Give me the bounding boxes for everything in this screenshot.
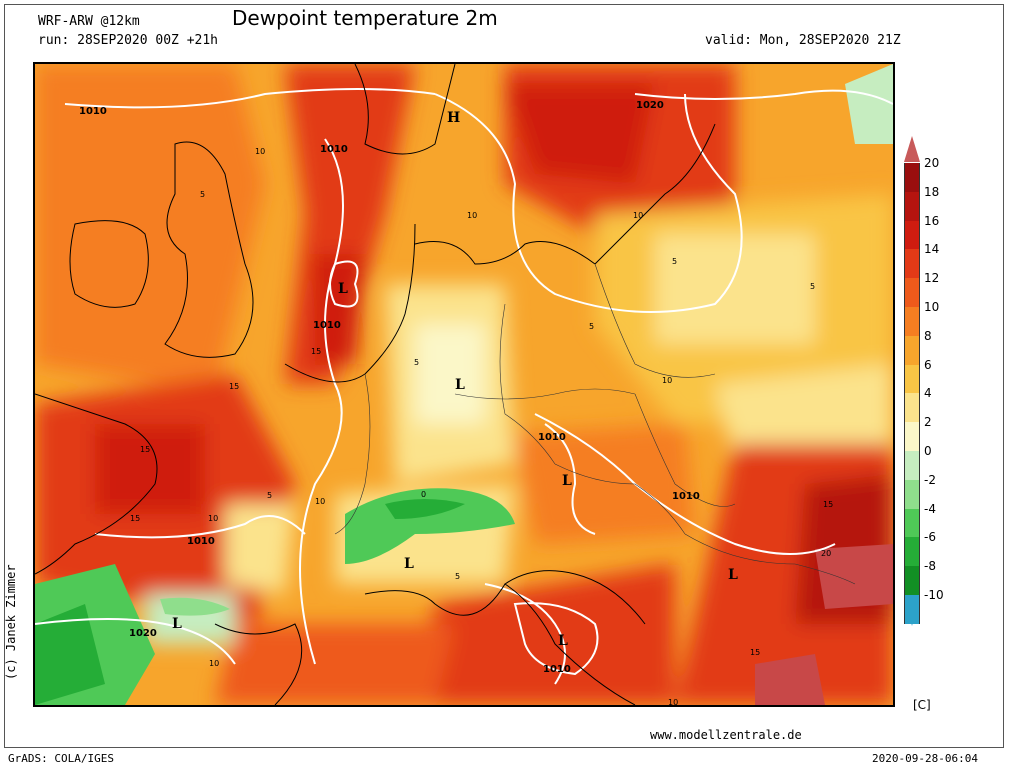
colorbar-tick-label: -2 — [924, 472, 936, 487]
isobar-label: 1010 — [672, 491, 700, 502]
colorbar-segment — [904, 249, 920, 279]
colorbar-segment — [904, 393, 920, 423]
contour-label: 5 — [414, 358, 419, 367]
colorbar-segment — [904, 479, 920, 509]
isobar-label: 1010 — [187, 536, 215, 547]
colorbar-tick-label: 2 — [924, 415, 932, 430]
contour-label: 5 — [455, 572, 460, 581]
low-pressure-center: L — [455, 377, 465, 393]
chart-title: Dewpoint temperature 2m — [232, 6, 498, 30]
contour-label: 5 — [672, 257, 677, 266]
contour-label: 5 — [589, 322, 594, 331]
contour-label: 5 — [810, 282, 815, 291]
low-pressure-center: L — [562, 473, 572, 489]
contour-label: 5 — [267, 491, 272, 500]
pressure-center-labels: H L L L L L L L — [172, 110, 738, 649]
contour-label: 15 — [130, 514, 140, 523]
isobar-label: 1010 — [543, 664, 571, 675]
colorbar-segment — [904, 537, 920, 567]
colorbar-tick-label: -10 — [924, 588, 944, 602]
contour-label: 10 — [255, 147, 265, 156]
low-pressure-center: L — [728, 567, 738, 583]
contour-label: 10 — [662, 376, 672, 385]
colorbar-tick-label: -4 — [924, 501, 936, 516]
low-pressure-center: L — [404, 556, 414, 572]
colorbar-tick-label: 4 — [924, 386, 932, 401]
isobar-labels: 1010 1010 1010 1010 1010 1010 1010 1020 … — [79, 100, 700, 675]
model-label: WRF-ARW @12km — [38, 14, 140, 29]
colorbar-segment — [904, 278, 920, 307]
colorbar-tick-label: 14 — [924, 242, 940, 257]
low-pressure-center: L — [338, 281, 348, 297]
contour-label: 15 — [750, 648, 760, 657]
colorbar-tick-label: 8 — [924, 328, 932, 343]
contour-label: 10 — [209, 659, 219, 668]
contour-label: 10 — [467, 211, 477, 220]
run-time: run: 28SEP2020 00Z +21h — [38, 33, 219, 48]
contour-label: 10 — [633, 211, 643, 220]
contour-label: 15 — [229, 382, 239, 391]
copyright-label: (c) Janek Zimmer — [4, 564, 18, 680]
map-canvas: H L L L L L L L 1010 1010 1010 1010 1010… — [35, 64, 893, 705]
contour-label: 20 — [821, 549, 831, 558]
colorbar-tick-label: 0 — [924, 444, 932, 458]
contour-label: 15 — [823, 500, 833, 509]
grads-label: GrADS: COLA/IGES — [8, 752, 114, 765]
isobar-label: 1010 — [313, 320, 341, 331]
borders — [334, 263, 856, 585]
colorbar-segment — [904, 191, 920, 221]
isobars — [35, 88, 893, 685]
colorbar-top-arrow — [904, 136, 920, 162]
generation-timestamp: 2020-09-28-06:04 — [872, 752, 978, 765]
colorbar-segment — [904, 335, 920, 365]
dewpoint-contour-labels: 10 10 10 10 10 10 10 10 15 15 15 15 15 1… — [130, 147, 833, 705]
colorbar-segment — [904, 595, 920, 624]
contour-label: 0 — [421, 490, 426, 499]
colorbar-tick-label: 10 — [924, 300, 940, 314]
colorbar-tick-label: 18 — [924, 184, 940, 199]
colorbar-tick-label: 16 — [924, 213, 940, 228]
isobar-label: 1010 — [538, 432, 566, 443]
colorbar-tick-label: 20 — [924, 156, 940, 170]
isobar-label: 1010 — [79, 106, 107, 117]
colorbar-tick-label: -6 — [924, 530, 936, 545]
colorbar-segment — [904, 566, 920, 595]
coastlines — [35, 64, 716, 705]
contour-label: 10 — [668, 698, 678, 705]
dewpoint-map: H L L L L L L L 1010 1010 1010 1010 1010… — [33, 62, 895, 707]
colorbar-tick-label: 6 — [924, 357, 932, 372]
plot-frame — [4, 4, 1004, 748]
contour-label: 15 — [311, 347, 321, 356]
colorbar-segment — [904, 220, 920, 250]
valid-time: valid: Mon, 28SEP2020 21Z — [705, 33, 901, 48]
colorbar-segment — [904, 422, 920, 451]
unit-label: [C] — [913, 698, 931, 712]
shaded-region-east — [815, 544, 893, 609]
contour-label: 10 — [208, 514, 218, 523]
colorbar-tick-label: -8 — [924, 559, 936, 574]
website-label: www.modellzentrale.de — [650, 728, 802, 742]
isobar-label: 1020 — [129, 628, 157, 639]
isobar-label: 1020 — [636, 100, 664, 111]
low-pressure-center: L — [558, 633, 568, 649]
colorbar-segment — [904, 364, 920, 394]
contour-label: 10 — [315, 497, 325, 506]
colorbar-segment — [904, 451, 920, 480]
colorbar-segment — [904, 163, 920, 192]
high-pressure-center: H — [447, 110, 460, 126]
colorbar-segment — [904, 307, 920, 336]
low-pressure-center: L — [172, 616, 182, 632]
colorbar-segment — [904, 508, 920, 538]
isobar-label: 1010 — [320, 144, 348, 155]
contour-label: 15 — [140, 445, 150, 454]
colorbar-tick-label: 12 — [924, 271, 940, 286]
contour-label: 5 — [200, 190, 205, 199]
